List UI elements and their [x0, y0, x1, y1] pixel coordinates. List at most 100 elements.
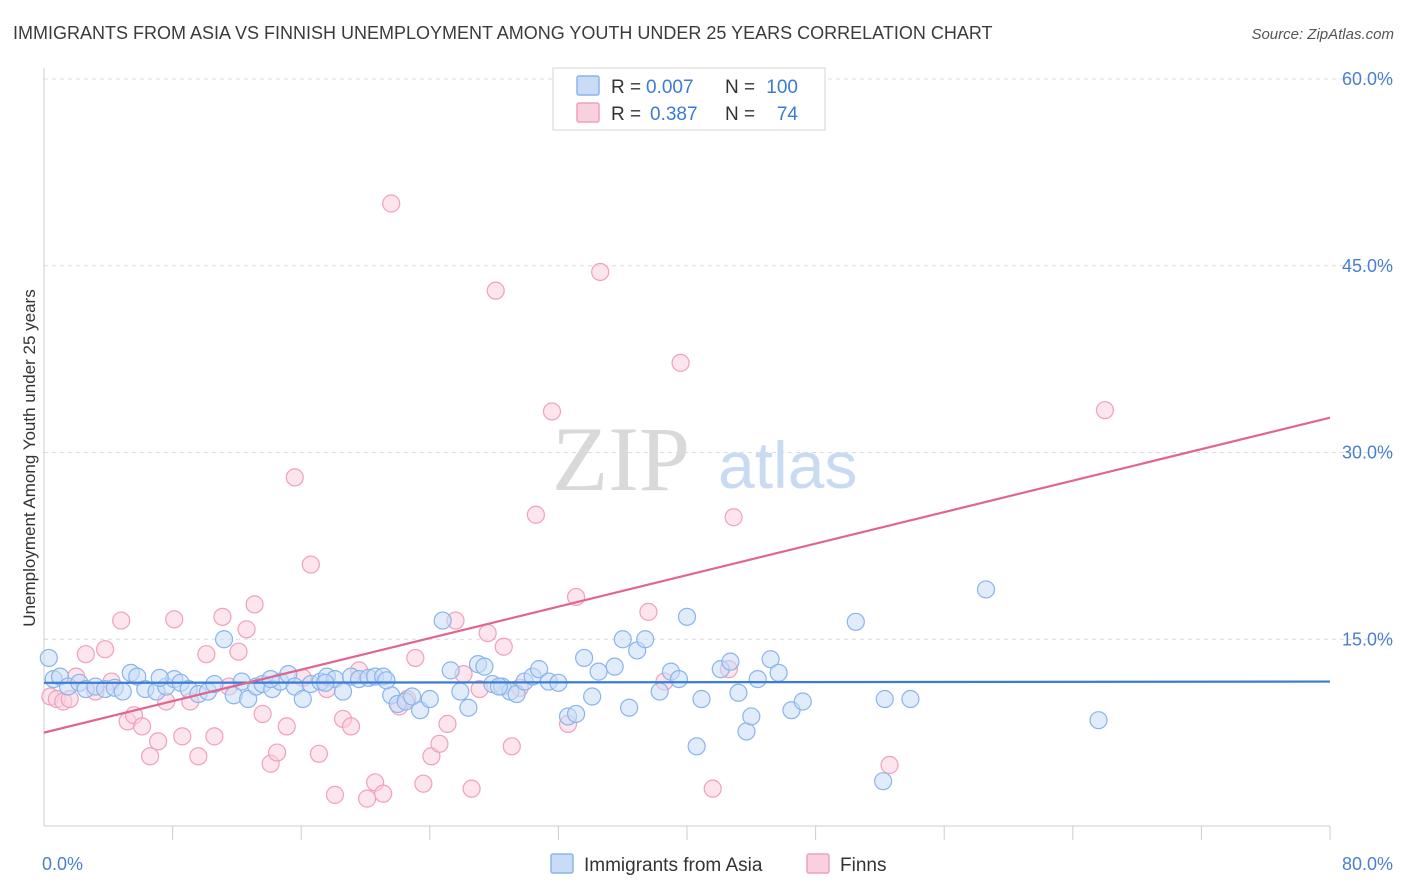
gridlines — [44, 78, 1393, 640]
y-axis-label: Unemployment Among Youth under 25 years — [20, 289, 39, 626]
legend-label-asia: Immigrants from Asia — [584, 855, 763, 876]
point-finns — [406, 648, 425, 668]
point-asia — [459, 698, 478, 717]
point-finns — [149, 732, 168, 751]
point-asia — [761, 650, 780, 669]
stats-n-label-asia: N = — [725, 77, 755, 98]
point-asia — [451, 682, 470, 701]
stats-r-label-asia: R = — [611, 77, 641, 98]
trend-line-asia — [43, 680, 1331, 684]
point-asia — [677, 607, 697, 626]
legend-label-finns: Finns — [840, 855, 886, 876]
stats-legend-swatch-finns — [576, 102, 600, 123]
point-finns — [229, 642, 248, 661]
point-asia — [333, 682, 353, 701]
point-finns — [462, 779, 481, 798]
point-finns — [542, 402, 562, 421]
point-finns — [237, 620, 256, 639]
point-asia — [669, 669, 689, 689]
point-asia — [575, 648, 594, 668]
point-finns — [76, 645, 95, 664]
point-finns — [374, 784, 393, 803]
stats-r-value-finns: 0.387 — [650, 104, 698, 125]
stats-n-label-finns: N = — [725, 104, 755, 125]
point-asia — [589, 662, 608, 681]
point-finns — [703, 779, 722, 798]
stats-n-value-asia: 100 — [766, 77, 798, 98]
point-finns — [112, 611, 131, 630]
point-asia — [605, 657, 624, 676]
point-asia — [687, 737, 706, 756]
point-asia — [846, 612, 865, 631]
point-finns — [494, 637, 513, 656]
point-asia — [729, 683, 748, 702]
point-asia — [214, 630, 234, 649]
point-finns — [205, 727, 224, 746]
point-finns — [486, 281, 505, 300]
point-finns — [591, 262, 610, 282]
point-asia — [420, 689, 439, 709]
point-asia — [613, 630, 632, 649]
point-asia — [205, 674, 224, 694]
point-asia — [433, 611, 452, 630]
point-finns — [1095, 401, 1115, 420]
point-asia — [489, 677, 509, 696]
point-finns — [245, 595, 264, 614]
point-finns — [880, 755, 899, 775]
point-asia — [721, 652, 740, 671]
point-finns — [140, 747, 160, 766]
point-finns — [358, 789, 377, 808]
point-finns — [341, 717, 361, 736]
watermark-zip: ZIP — [552, 408, 690, 510]
point-asia — [113, 682, 132, 701]
y-tick-label: 15.0% — [1342, 629, 1393, 649]
point-finns — [526, 505, 545, 524]
y-tick-labels: 15.0% 30.0% 45.0% 60.0% — [1342, 69, 1393, 649]
point-finns — [325, 785, 345, 804]
x-tick-marks — [172, 826, 1331, 840]
point-finns — [173, 727, 192, 746]
point-asia — [583, 687, 602, 706]
watermark-atlas: atlas — [718, 428, 857, 502]
chart-source: Source: ZipAtlas.com — [1251, 26, 1394, 43]
x-tick-label-min: 0.0% — [42, 854, 83, 874]
legend-swatch-finns — [806, 853, 830, 874]
point-asia — [39, 648, 58, 668]
x-tick-label-max: 80.0% — [1342, 854, 1393, 874]
point-asia — [901, 689, 920, 709]
y-tick-label: 60.0% — [1342, 69, 1393, 89]
point-finns — [132, 717, 152, 736]
point-finns — [639, 602, 658, 621]
point-finns — [267, 743, 287, 762]
point-asia — [377, 671, 396, 690]
point-asia — [475, 657, 494, 676]
point-asia — [650, 682, 669, 701]
point-asia — [1089, 711, 1108, 730]
stats-legend-swatch-asia — [576, 75, 600, 96]
point-finns — [301, 555, 320, 574]
point-finns — [502, 737, 521, 756]
point-asia — [530, 660, 549, 679]
point-finns — [95, 640, 115, 659]
point-asia — [742, 707, 761, 726]
y-tick-label: 45.0% — [1342, 256, 1393, 276]
trend-line-finns — [43, 416, 1331, 734]
point-asia — [441, 661, 460, 680]
point-finns — [438, 714, 457, 734]
trend-lines — [43, 416, 1331, 734]
point-finns — [671, 353, 690, 372]
point-finns — [197, 645, 216, 664]
series-legend: Immigrants from Asia Finns — [550, 853, 886, 876]
point-finns — [285, 468, 304, 487]
point-finns — [382, 194, 401, 213]
point-asia — [692, 689, 711, 709]
stats-legend: R = 0.007 N = 100 R = 0.387 N = 74 — [552, 67, 826, 131]
legend-swatch-asia — [550, 853, 574, 874]
point-finns — [309, 744, 328, 763]
point-finns — [253, 704, 272, 724]
point-asia — [875, 689, 894, 709]
point-finns — [277, 717, 296, 736]
point-finns — [165, 610, 184, 629]
point-asia — [976, 580, 996, 599]
stats-r-value-asia: 0.007 — [646, 77, 694, 98]
